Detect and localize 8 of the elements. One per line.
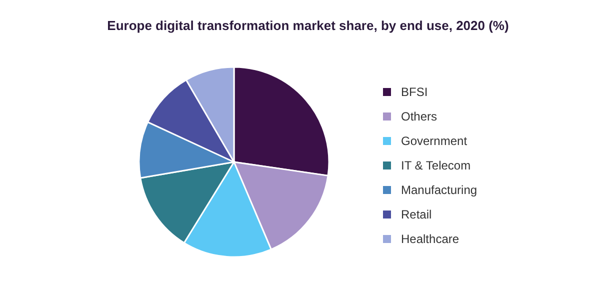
- legend-label: Others: [401, 110, 438, 124]
- legend-label: Retail: [401, 208, 432, 222]
- legend-label: IT & Telecom: [401, 158, 471, 172]
- legend-label: BFSI: [401, 85, 428, 99]
- chart-title: Europe digital transformation market share, by end use, 2020 (%): [107, 18, 509, 33]
- legend-label: Healthcare: [401, 232, 460, 246]
- legend-label: Government: [401, 134, 468, 148]
- legend-label: Manufacturing: [401, 183, 478, 197]
